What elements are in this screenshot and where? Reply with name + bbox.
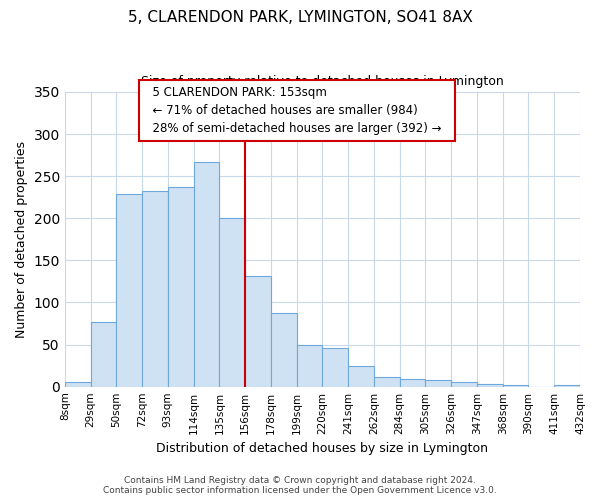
Title: Size of property relative to detached houses in Lymington: Size of property relative to detached ho… [141, 75, 504, 88]
Bar [245, 276, 271, 386]
Bar [451, 382, 477, 386]
Bar [374, 376, 400, 386]
Bar [65, 382, 91, 386]
Bar [220, 218, 245, 386]
Bar [296, 344, 322, 387]
Bar [348, 366, 374, 386]
Bar [322, 348, 348, 387]
X-axis label: Distribution of detached houses by size in Lymington: Distribution of detached houses by size … [157, 442, 488, 455]
Bar [554, 385, 580, 386]
Bar [503, 385, 529, 386]
Bar [116, 194, 142, 386]
Bar [477, 384, 503, 386]
Y-axis label: Number of detached properties: Number of detached properties [15, 141, 28, 338]
Bar [425, 380, 451, 386]
Text: Contains HM Land Registry data © Crown copyright and database right 2024.
Contai: Contains HM Land Registry data © Crown c… [103, 476, 497, 495]
Text: 5 CLARENDON PARK: 153sqm  
  ← 71% of detached houses are smaller (984)  
  28% : 5 CLARENDON PARK: 153sqm ← 71% of detach… [145, 86, 449, 135]
Bar [194, 162, 220, 386]
Bar [271, 312, 296, 386]
Bar [168, 187, 194, 386]
Bar [91, 322, 116, 386]
Text: 5, CLARENDON PARK, LYMINGTON, SO41 8AX: 5, CLARENDON PARK, LYMINGTON, SO41 8AX [128, 10, 472, 25]
Bar [142, 192, 168, 386]
Bar [400, 379, 425, 386]
